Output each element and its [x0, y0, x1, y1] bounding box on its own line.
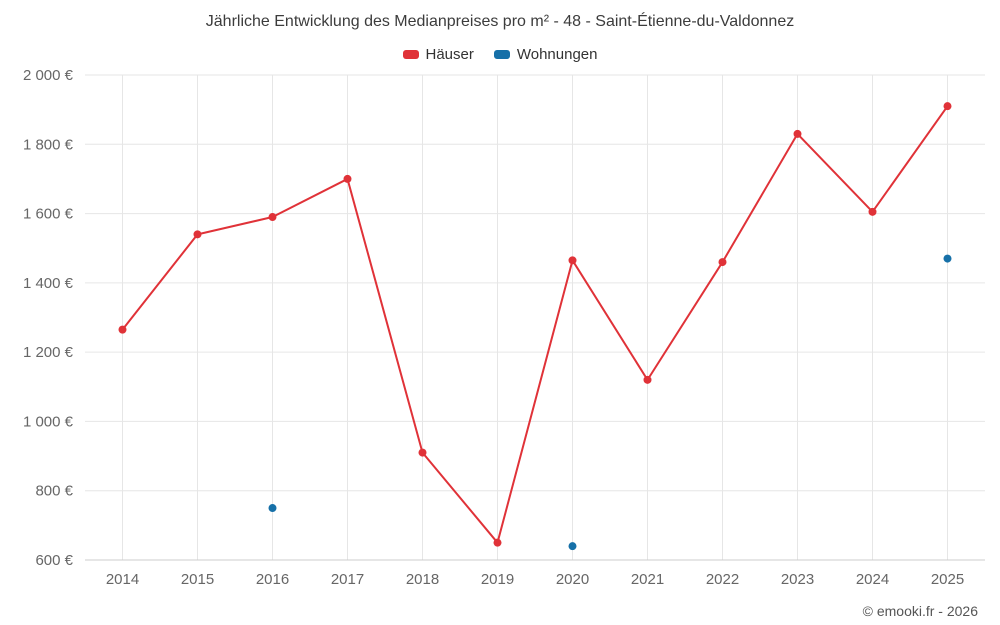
y-tick-label: 1 400 €: [23, 275, 74, 292]
x-tick-label: 2023: [781, 571, 814, 588]
data-point-häuser-2014[interactable]: [118, 325, 127, 334]
y-tick-label: 2 000 €: [23, 67, 74, 84]
data-point-häuser-2017[interactable]: [343, 174, 352, 183]
data-point-häuser-2018[interactable]: [418, 448, 427, 457]
wohnungen-legend-marker-icon: [493, 50, 510, 59]
legend: Häuser Wohnungen: [0, 46, 1000, 63]
legend-item-haeuser[interactable]: Häuser: [402, 46, 474, 63]
copyright-label: © emooki.fr - 2026: [862, 603, 978, 619]
data-point-häuser-2024[interactable]: [868, 207, 877, 216]
y-tick-label: 1 800 €: [23, 136, 74, 153]
x-tick-label: 2014: [106, 571, 139, 588]
data-point-häuser-2023[interactable]: [793, 129, 802, 138]
x-tick-label: 2021: [631, 571, 664, 588]
legend-label-haeuser: Häuser: [425, 46, 474, 63]
x-tick-label: 2018: [406, 571, 439, 588]
x-tick-label: 2016: [256, 571, 289, 588]
series-line-häuser: [121, 105, 949, 544]
data-point-häuser-2020[interactable]: [568, 256, 577, 265]
y-tick-label: 800 €: [35, 483, 73, 500]
y-tick-label: 1 600 €: [23, 206, 74, 223]
haeuser-legend-marker-icon: [402, 50, 419, 59]
x-tick-label: 2017: [331, 571, 364, 588]
x-tick-label: 2025: [931, 571, 964, 588]
x-tick-label: 2022: [706, 571, 739, 588]
data-point-wohnungen-2025[interactable]: [943, 254, 952, 263]
x-tick-label: 2019: [481, 571, 514, 588]
y-tick-label: 1 200 €: [23, 344, 74, 361]
x-tick-label: 2015: [181, 571, 214, 588]
data-point-häuser-2016[interactable]: [268, 213, 277, 222]
data-point-häuser-2015[interactable]: [193, 230, 202, 239]
legend-item-wohnungen[interactable]: Wohnungen: [493, 46, 598, 63]
data-point-wohnungen-2016[interactable]: [268, 504, 277, 513]
data-point-häuser-2022[interactable]: [718, 258, 727, 267]
data-point-häuser-2021[interactable]: [643, 375, 652, 384]
x-tick-label: 2024: [856, 571, 889, 588]
data-point-häuser-2019[interactable]: [493, 538, 502, 547]
data-point-häuser-2025[interactable]: [943, 102, 952, 111]
legend-label-wohnungen: Wohnungen: [516, 46, 598, 63]
y-tick-label: 600 €: [35, 552, 73, 569]
data-point-wohnungen-2020[interactable]: [568, 542, 577, 551]
x-tick-label: 2020: [556, 571, 589, 588]
y-tick-label: 1 000 €: [23, 413, 74, 430]
chart-title: Jährliche Entwicklung des Medianpreises …: [205, 13, 795, 30]
